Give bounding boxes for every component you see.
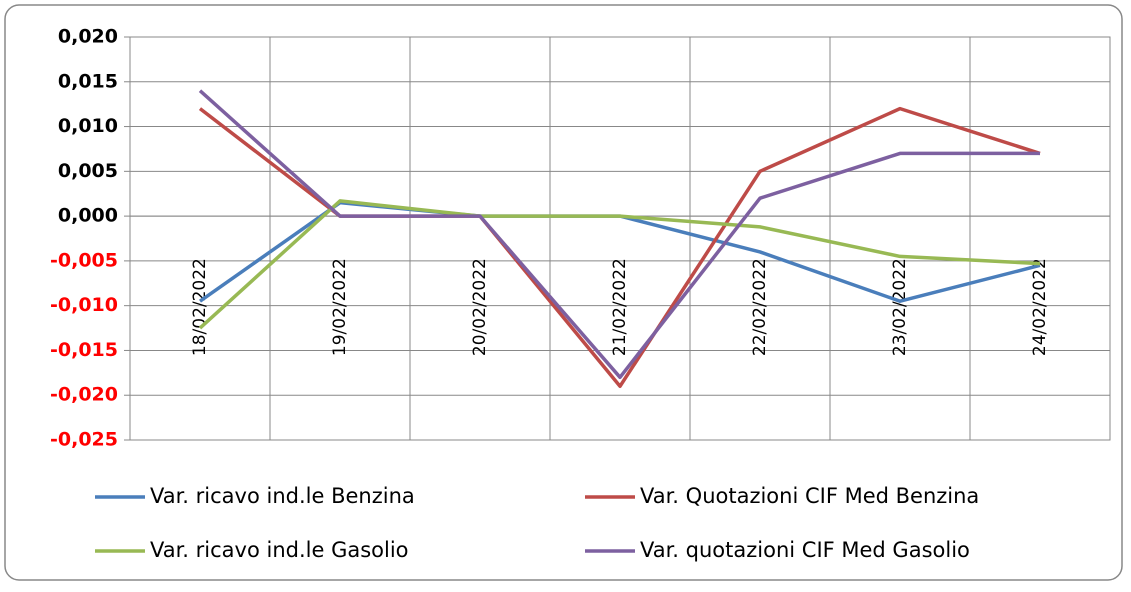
x-tick-label: 23/02/2022 <box>890 258 910 356</box>
y-tick-label: 0,010 <box>58 115 118 137</box>
y-tick-label: -0,025 <box>50 429 118 451</box>
y-tick-label: 0,015 <box>58 70 118 92</box>
x-tick-label: 22/02/2022 <box>750 258 770 356</box>
series-line <box>198 89 1040 380</box>
chart-frame <box>4 4 1123 581</box>
y-tick-label: -0,005 <box>50 249 118 271</box>
y-tick-label: -0,020 <box>50 384 118 406</box>
legend-label: Var. ricavo ind.le Gasolio <box>150 538 409 562</box>
x-tick-label: 20/02/2022 <box>470 258 490 356</box>
legend-label: Var. Quotazioni CIF Med Benzina <box>640 484 979 508</box>
x-tick-label: 18/02/2022 <box>190 258 210 356</box>
y-tick-label: -0,010 <box>50 294 118 316</box>
y-tick-label: 0,020 <box>58 26 118 48</box>
series-line <box>198 199 1041 330</box>
y-tick-label: -0,015 <box>50 339 118 361</box>
legend-label: Var. quotazioni CIF Med Gasolio <box>640 538 970 562</box>
legend-label: Var. ricavo ind.le Benzina <box>150 484 415 508</box>
x-tick-label: 24/02/2022 <box>1030 258 1050 356</box>
y-tick-label: 0,000 <box>58 205 118 227</box>
x-tick-label: 19/02/2022 <box>330 258 350 356</box>
x-tick-label: 21/02/2022 <box>610 258 630 356</box>
y-tick-label: 0,005 <box>58 160 118 182</box>
